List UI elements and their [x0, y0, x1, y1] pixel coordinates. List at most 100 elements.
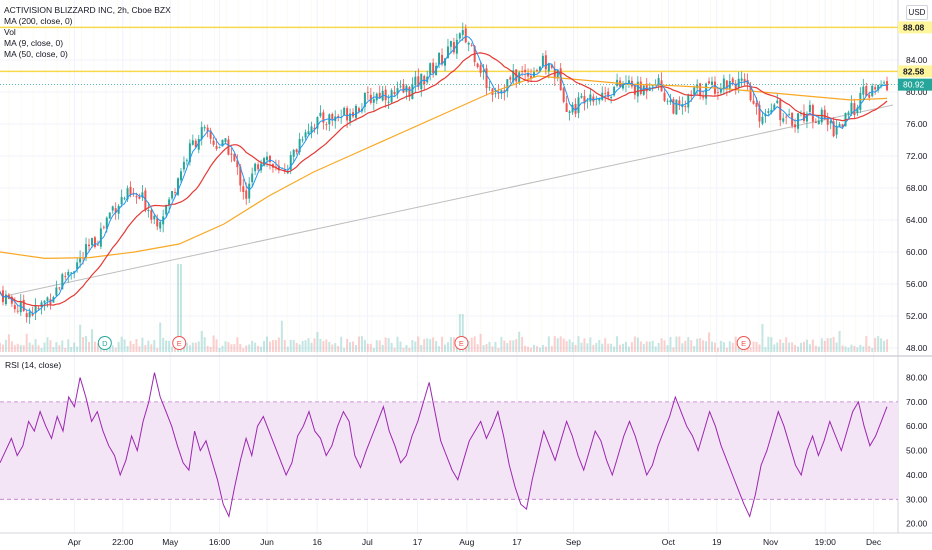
volume-bar — [0, 342, 1, 352]
time-tick-label: Apr — [68, 537, 81, 547]
candle-body — [651, 85, 654, 87]
volume-bar — [188, 345, 191, 352]
candle-body — [99, 228, 102, 247]
volume-bar — [52, 347, 55, 352]
candle-body — [794, 124, 797, 128]
candle-body — [363, 93, 366, 107]
candle-body — [684, 106, 687, 108]
last-price-tag — [898, 78, 932, 91]
volume-bar — [150, 344, 153, 352]
candle-body — [85, 244, 88, 258]
candle-body — [239, 166, 242, 186]
candle-body — [500, 90, 503, 94]
volume-bar — [402, 347, 405, 352]
volume-bar — [414, 341, 417, 352]
candle-body — [251, 173, 254, 183]
volume-bar — [349, 342, 352, 352]
candle-body — [595, 99, 598, 100]
candle-body — [138, 196, 141, 199]
candle-body — [687, 94, 690, 108]
volume-bar — [10, 341, 13, 352]
candle-body — [319, 112, 322, 117]
volume-bar — [458, 314, 461, 352]
volume-bar — [586, 343, 589, 352]
volume-bar — [70, 347, 73, 352]
volume-bar — [242, 347, 245, 352]
currency-button[interactable]: USD — [906, 5, 928, 20]
rsi-tick-label: 80.00 — [906, 372, 928, 382]
time-axis[interactable]: Apr 22:00 May 16:00 Jun 16 Jul 17 Aug 17 Sep Oct 19 N… — [68, 537, 882, 547]
time-tick-label: 16 — [312, 537, 322, 547]
candle-body — [589, 94, 592, 102]
candle-body — [313, 127, 316, 130]
volume-bar — [571, 342, 574, 352]
volume-bar — [613, 346, 616, 352]
volume-bar — [298, 344, 301, 352]
volume-bar — [785, 337, 788, 352]
candle-body — [482, 70, 485, 72]
candle-body — [343, 107, 346, 115]
candle-body — [200, 127, 203, 140]
candle-body — [156, 218, 159, 227]
rsi-tick-label: 30.00 — [906, 494, 928, 504]
symbol-title[interactable]: ACTIVISION BLIZZARD INC, 2h, Cboe BZX — [4, 5, 171, 15]
volume-bar — [886, 339, 889, 352]
volume-bar — [722, 342, 725, 352]
volume-bar — [286, 346, 289, 352]
volume-bar — [553, 336, 556, 352]
volume-bar — [55, 342, 58, 352]
candle-body — [37, 307, 40, 309]
time-tick-label: Jun — [260, 537, 274, 547]
volume-bar — [832, 336, 835, 352]
volume-bar — [111, 345, 114, 352]
volume-bar — [16, 343, 19, 352]
candle-body — [719, 89, 722, 93]
candle-body — [108, 212, 111, 219]
candle-body — [135, 195, 138, 198]
volume-bar — [636, 337, 639, 352]
price-tick-label: 64.00 — [906, 215, 928, 225]
candle-body — [194, 140, 197, 148]
candle-body — [847, 112, 850, 115]
candle-body — [785, 116, 788, 118]
legend-ma-50[interactable]: MA (50, close, 0) — [4, 49, 68, 59]
legend-ma-200[interactable]: MA (200, close, 0) — [4, 16, 73, 26]
volume-bar — [595, 343, 598, 352]
volume-bar — [835, 342, 838, 352]
candle-body — [25, 313, 28, 318]
price-tick-label: 68.00 — [906, 183, 928, 193]
volume-bar — [690, 340, 693, 352]
candle-body — [716, 92, 719, 94]
candle-body — [165, 204, 168, 215]
candle-body — [788, 114, 791, 116]
candle-body — [610, 96, 613, 99]
legend-volume[interactable]: Vol — [4, 27, 16, 37]
volume-bar — [165, 340, 168, 352]
time-tick-label: Dec — [866, 537, 882, 547]
volume-bar — [399, 341, 402, 352]
volume-bar — [802, 341, 805, 352]
candle-body — [639, 81, 642, 94]
price-axis[interactable]: 48.00 52.00 56.00 60.00 64.00 68.00 72.00 76.00… — [906, 55, 928, 353]
volume-bar — [159, 322, 162, 352]
volume-bar — [598, 340, 601, 352]
volume-bar — [31, 344, 34, 352]
candle-body — [236, 160, 239, 168]
candle-body — [179, 171, 182, 181]
candle-body — [197, 138, 200, 150]
volume-bar — [194, 342, 197, 352]
candle-body — [678, 100, 681, 106]
candle-body — [177, 178, 180, 195]
volume-bar — [556, 338, 559, 352]
price-tick-label: 72.00 — [906, 151, 928, 161]
time-tick-label: Sep — [566, 537, 581, 547]
candle-body — [574, 103, 577, 114]
candle-body — [452, 42, 455, 53]
candle-body — [34, 305, 37, 314]
volume-bar — [601, 343, 604, 352]
legend-ma-9[interactable]: MA (9, close, 0) — [4, 38, 64, 48]
volume-bar — [7, 334, 10, 352]
volume-bar — [687, 337, 690, 352]
volume-bar — [417, 336, 420, 352]
